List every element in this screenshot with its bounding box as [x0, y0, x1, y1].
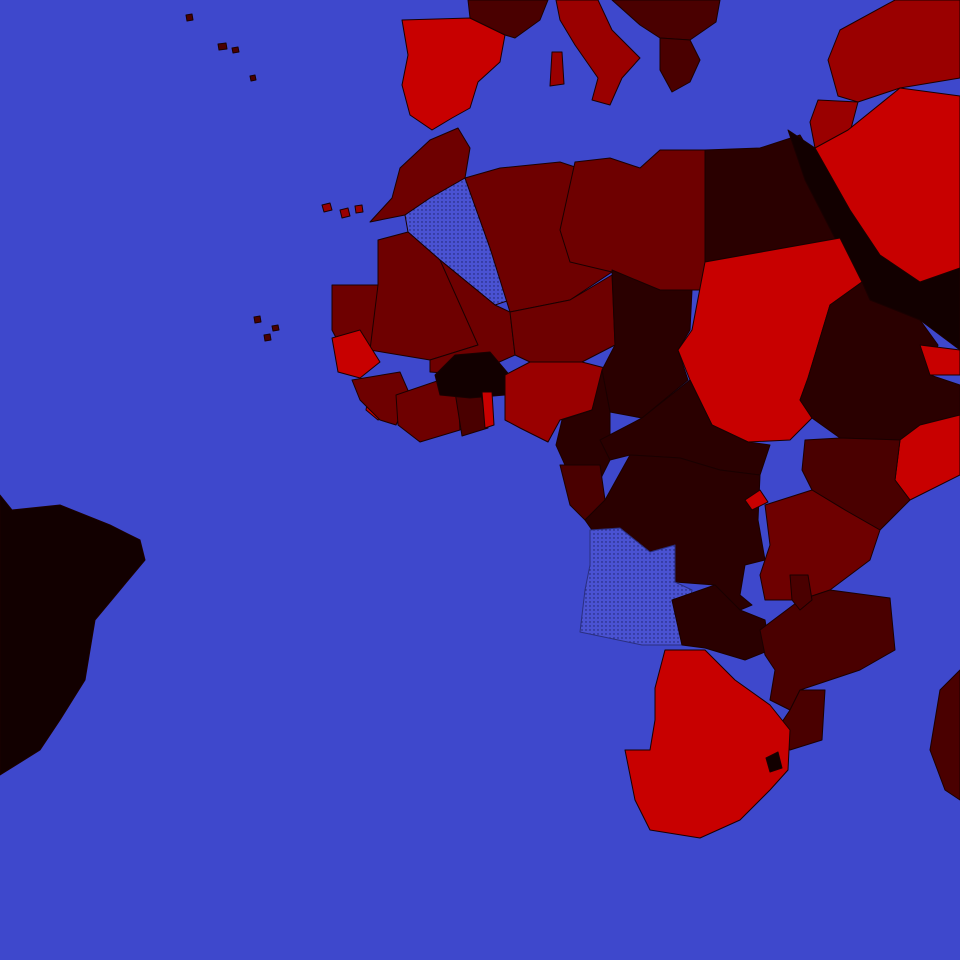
- region-liberia[interactable]: [351, 371, 411, 426]
- region-azores[interactable]: [185, 13, 257, 82]
- region-madagascar[interactable]: [929, 669, 960, 801]
- region-eswatini[interactable]: [765, 751, 783, 773]
- region-greece[interactable]: [659, 37, 701, 93]
- region-somalia[interactable]: [919, 344, 960, 376]
- region-angola[interactable]: [579, 527, 693, 646]
- region-chad[interactable]: [601, 269, 693, 419]
- region-canary-islands[interactable]: [321, 202, 364, 219]
- region-malawi[interactable]: [789, 574, 813, 611]
- region-south-africa[interactable]: [624, 649, 791, 839]
- region-italy[interactable]: [555, 0, 641, 106]
- region-brazil[interactable]: [0, 494, 146, 776]
- region-rwanda[interactable]: [744, 489, 769, 511]
- region-guinea[interactable]: [331, 329, 381, 379]
- region-sardinia[interactable]: [549, 51, 565, 87]
- region-france[interactable]: [467, 0, 549, 39]
- region-central-africa[interactable]: [599, 379, 771, 476]
- region-cape-verde[interactable]: [253, 315, 280, 342]
- region-saudi-arabia[interactable]: [814, 87, 960, 283]
- region-togo[interactable]: [481, 391, 495, 429]
- region-niger[interactable]: [509, 274, 616, 363]
- region-mozambique[interactable]: [759, 589, 896, 711]
- region-kenya[interactable]: [801, 437, 911, 531]
